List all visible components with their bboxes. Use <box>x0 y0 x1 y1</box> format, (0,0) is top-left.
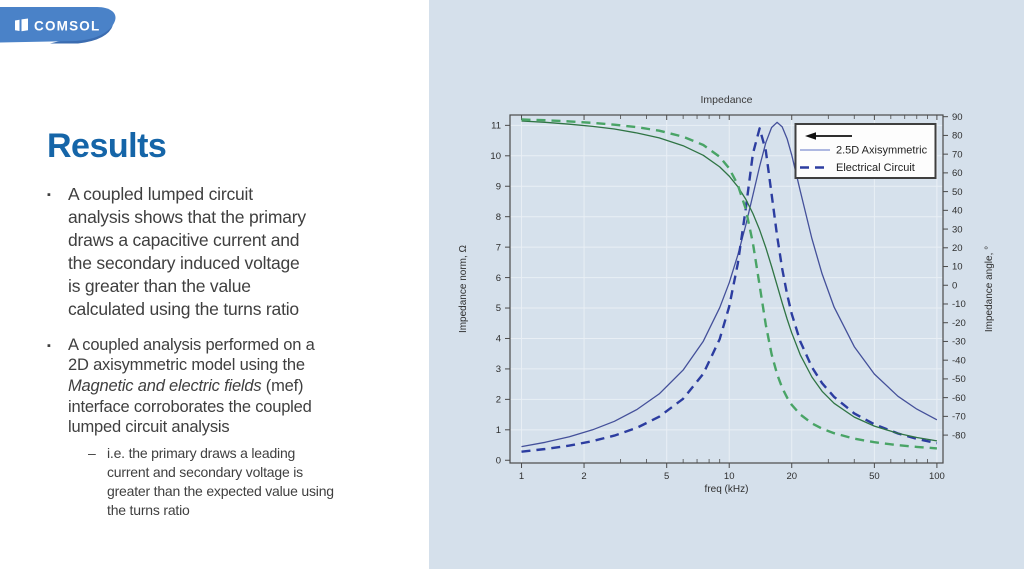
logo-text: COMSOL <box>34 19 100 34</box>
y-left-tick-label: 1 <box>496 425 501 436</box>
x-axis-tick-label: 100 <box>929 471 945 482</box>
bullet-item-2: ▪ A coupled analysis performed on a 2D a… <box>47 335 429 438</box>
y-left-tick-label: 8 <box>496 212 501 223</box>
y-right-axis-label: Impedance angle, ° <box>984 246 995 332</box>
y-right-tick-label: 60 <box>952 168 963 179</box>
chart-frame <box>509 114 944 464</box>
chart-gridlines <box>510 115 943 463</box>
y-right-tick-label: -60 <box>952 393 966 404</box>
y-right-tick-label: -10 <box>952 299 966 310</box>
series-line <box>521 127 938 453</box>
slide-body: Results ▪ A coupled lumped circuit analy… <box>47 128 429 520</box>
legend-entry-label: 2.5D Axisymmetric <box>836 145 928 157</box>
comsol-logo: COMSOL <box>0 7 116 44</box>
y-right-tick-label: 20 <box>952 243 963 254</box>
legend: 2.5D Axisymmetric Electrical Circuit <box>794 123 937 179</box>
y-right-tick-label: -50 <box>952 374 966 385</box>
bullet-text-2-tail: (mef) interface corroborates the coupled… <box>68 376 312 437</box>
y-right-tick-label: 90 <box>952 112 963 123</box>
chart-title: Impedance <box>701 94 753 106</box>
bullet-square-icon: ▪ <box>47 188 51 201</box>
y-right-tick-label: 40 <box>952 206 963 217</box>
x-axis-tick-label: 1 <box>519 471 524 482</box>
bullet-text-2-lead: A coupled analysis performed on a 2D axi… <box>68 335 315 375</box>
y-left-tick-label: 3 <box>496 364 501 375</box>
y-left-tick-label: 5 <box>496 303 501 314</box>
x-axis-label: freq (kHz) <box>705 484 749 495</box>
y-axis-right: 90 80 70 60 50 40 30 20 10 0 -10 -20 -30 -40 -50 -60 -70… <box>943 112 995 441</box>
y-right-tick-label: -70 <box>952 412 966 423</box>
page-title: Results <box>47 127 167 165</box>
y-left-tick-label: 9 <box>496 181 501 192</box>
x-axis-tick-label: 10 <box>724 471 735 482</box>
x-axis-tick-label: 2 <box>581 471 586 482</box>
y-right-tick-label: 70 <box>952 149 963 160</box>
logo-ribbon <box>0 7 116 43</box>
dash-marker-icon: – <box>88 444 96 461</box>
y-left-tick-label: 10 <box>490 151 501 162</box>
y-right-tick-label: 0 <box>952 280 957 291</box>
bullet-text-1: A coupled lumped circuit analysis shows … <box>68 183 306 319</box>
comsol-flag-icon <box>15 18 28 32</box>
y-left-tick-label: 4 <box>496 334 501 345</box>
y-left-axis-label: Impedance norm, Ω <box>458 244 469 333</box>
y-left-tick-label: 0 <box>496 455 501 466</box>
sub-bullet-item: – i.e. the primary draws a leading curre… <box>88 444 429 520</box>
bullet-text-2-italic: Magnetic and electric fields <box>68 376 262 395</box>
series-line <box>521 118 937 450</box>
y-left-tick-label: 2 <box>496 395 501 406</box>
bullet-square-icon: ▪ <box>47 339 51 352</box>
x-axis-tick-label: 5 <box>664 471 669 482</box>
x-axis-tick-label: 20 <box>786 471 797 482</box>
y-left-tick-label: 7 <box>496 242 501 253</box>
series-line <box>521 121 938 448</box>
y-right-tick-label: 50 <box>952 187 963 198</box>
y-right-tick-label: -20 <box>952 318 966 329</box>
y-axis-left: 0 1 2 3 4 5 6 7 8 9 10 11 Impedance norm, Ω <box>458 121 510 466</box>
legend-entry-label: Electrical Circuit <box>836 162 915 174</box>
sub-bullet-text: i.e. the primary draws a leading current… <box>107 444 334 518</box>
right-panel: Impedance 1 2 5 10 20 50 100 freq (kHz) 0 1 2 3 4 5 6 7 8… <box>429 0 1024 569</box>
y-left-tick-label: 11 <box>491 121 501 132</box>
bullet-text-2: A coupled analysis performed on a 2D axi… <box>68 335 315 438</box>
bullet-item-1: ▪ A coupled lumped circuit analysis show… <box>47 183 429 321</box>
series-line <box>521 120 938 442</box>
y-right-tick-label: 30 <box>952 224 963 235</box>
y-left-tick-label: 6 <box>496 273 501 284</box>
y-right-tick-label: -40 <box>952 355 966 366</box>
y-right-tick-label: 80 <box>952 131 963 142</box>
y-right-tick-label: -30 <box>952 337 966 348</box>
x-axis-tick-label: 50 <box>869 471 880 482</box>
y-right-tick-label: 10 <box>952 262 963 273</box>
y-right-tick-label: -80 <box>952 430 966 441</box>
logo-ribbon-shadow <box>50 25 113 44</box>
x-axis: 1 2 5 10 20 50 100 freq (kHz) <box>519 115 945 495</box>
